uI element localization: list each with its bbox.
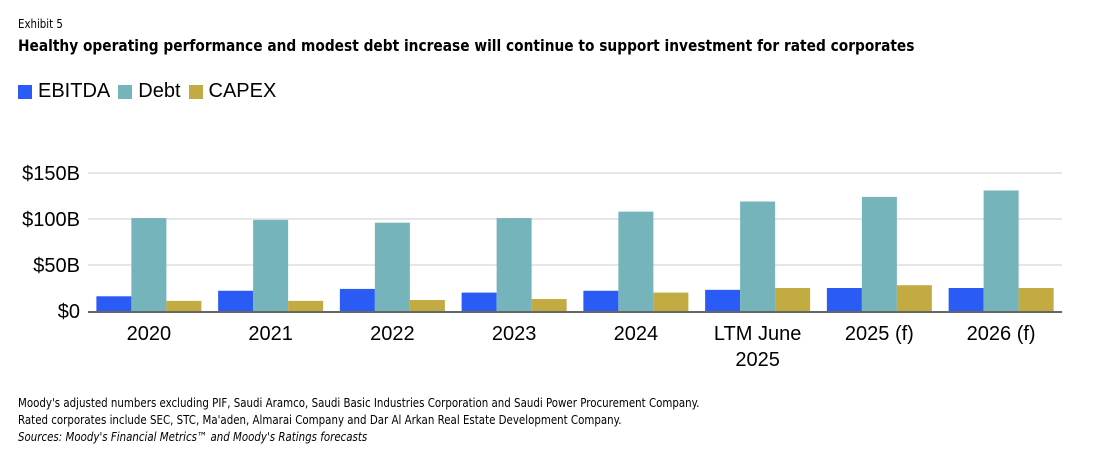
bar-ebitda-2 <box>339 288 375 311</box>
bar-chart: $0 $50B $100B $150B 2020 2021 2022 2023 2024 LTM … <box>22 163 1062 371</box>
bar-capex-4 <box>653 292 689 311</box>
legend-item-ebitda: EBITDA <box>18 80 110 103</box>
legend-label-capex: CAPEX <box>208 80 277 102</box>
bar-ebitda-7 <box>948 288 984 311</box>
x-tick-label: LTM June <box>714 323 801 345</box>
bar-debt-2 <box>374 222 410 311</box>
legend-swatch-capex <box>188 84 203 99</box>
x-tick-label: 2021 <box>248 323 293 345</box>
legend-label-ebitda: EBITDA <box>38 80 111 102</box>
bar-ebitda-0 <box>96 296 132 311</box>
y-tick-label: $0 <box>58 301 80 323</box>
bar-debt-3 <box>496 218 532 311</box>
bar-ebitda-3 <box>461 292 497 311</box>
bar-capex-0 <box>166 300 202 311</box>
x-tick-label: 2025 <box>735 349 780 371</box>
bar-ebitda-6 <box>826 288 862 311</box>
bar-debt-1 <box>253 219 289 311</box>
x-tick-label: 2023 <box>492 323 537 345</box>
exhibit-label: Exhibit 5 <box>18 17 63 31</box>
bar-debt-7 <box>983 190 1019 311</box>
legend: EBITDA Debt CAPEX <box>18 80 284 103</box>
bar-ebitda-1 <box>218 290 254 311</box>
legend-swatch-ebitda <box>18 84 32 99</box>
footnote-1: Moody's adjusted numbers excluding PIF, … <box>18 395 700 410</box>
footnote-2: Rated corporates include SEC, STC, Ma'ad… <box>18 412 622 427</box>
x-tick-label: 2022 <box>370 323 415 345</box>
bar-debt-5 <box>740 201 776 311</box>
x-tick-label: 2024 <box>614 323 659 345</box>
legend-item-capex: CAPEX <box>188 80 277 103</box>
y-tick-label: $150B <box>22 163 80 185</box>
bar-debt-0 <box>131 218 167 311</box>
legend-item-debt: Debt <box>118 80 181 103</box>
x-tick-label: 2020 <box>127 323 172 345</box>
bar-capex-3 <box>531 299 567 311</box>
x-tick-label: 2026 (f) <box>967 323 1036 345</box>
bar-capex-6 <box>896 285 932 311</box>
bar-debt-6 <box>861 196 897 311</box>
bar-capex-1 <box>288 300 324 311</box>
bar-debt-4 <box>618 211 654 311</box>
bar-ebitda-4 <box>583 290 619 311</box>
y-tick-label: $50B <box>33 255 80 277</box>
bar-ebitda-5 <box>705 289 741 311</box>
chart-title: Healthy operating performance and modest… <box>18 36 915 55</box>
source-note: Sources: Moody's Financial Metrics™ and … <box>18 429 368 444</box>
chart-notes: Moody's adjusted numbers excluding PIF, … <box>18 394 700 445</box>
bar-capex-2 <box>409 299 445 311</box>
legend-swatch-debt <box>118 84 133 99</box>
bar-capex-7 <box>1018 288 1054 311</box>
legend-label-debt: Debt <box>138 80 181 102</box>
x-tick-label: 2025 (f) <box>845 323 914 345</box>
y-tick-label: $100B <box>22 209 80 231</box>
bar-capex-5 <box>775 288 811 311</box>
